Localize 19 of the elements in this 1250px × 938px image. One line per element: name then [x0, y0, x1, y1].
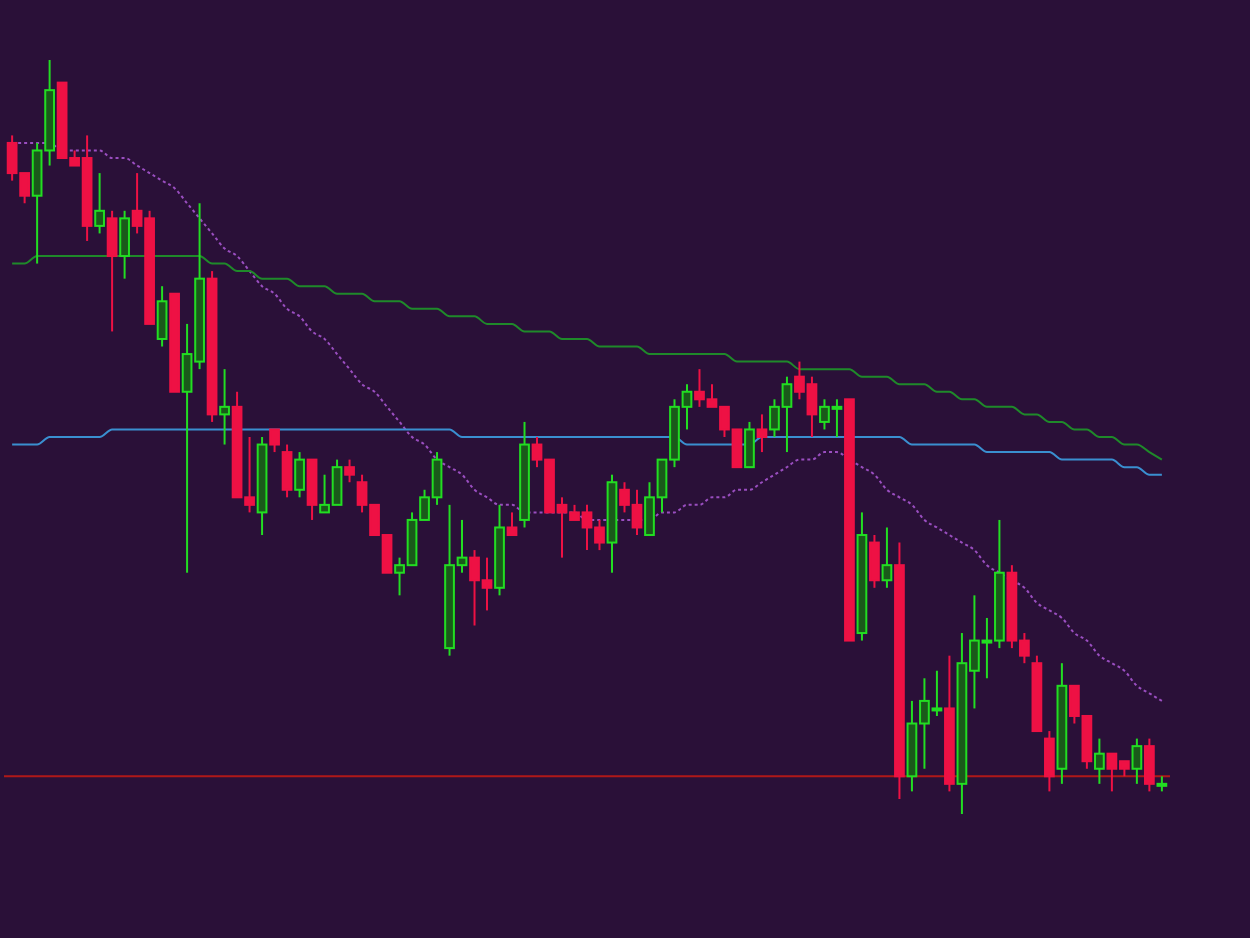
- candlestick: [94, 172, 105, 235]
- candlestick: [306, 458, 318, 521]
- candlestick: [744, 420, 755, 469]
- candlestick: [1094, 737, 1105, 785]
- candlestick: [269, 428, 280, 454]
- candlestick: [756, 413, 768, 454]
- candlestick: [869, 534, 880, 589]
- candlestick: [506, 511, 518, 537]
- candlestick: [881, 526, 893, 589]
- candlestick: [119, 209, 130, 280]
- candlestick: [1131, 737, 1143, 785]
- candlestick: [1044, 730, 1055, 793]
- candlestick: [294, 451, 305, 499]
- candlestick: [344, 458, 355, 484]
- candlestick: [156, 285, 168, 348]
- candlestick: [281, 443, 293, 499]
- candlestick: [1144, 737, 1155, 793]
- candlestick: [219, 368, 230, 446]
- candlestick: [106, 209, 118, 333]
